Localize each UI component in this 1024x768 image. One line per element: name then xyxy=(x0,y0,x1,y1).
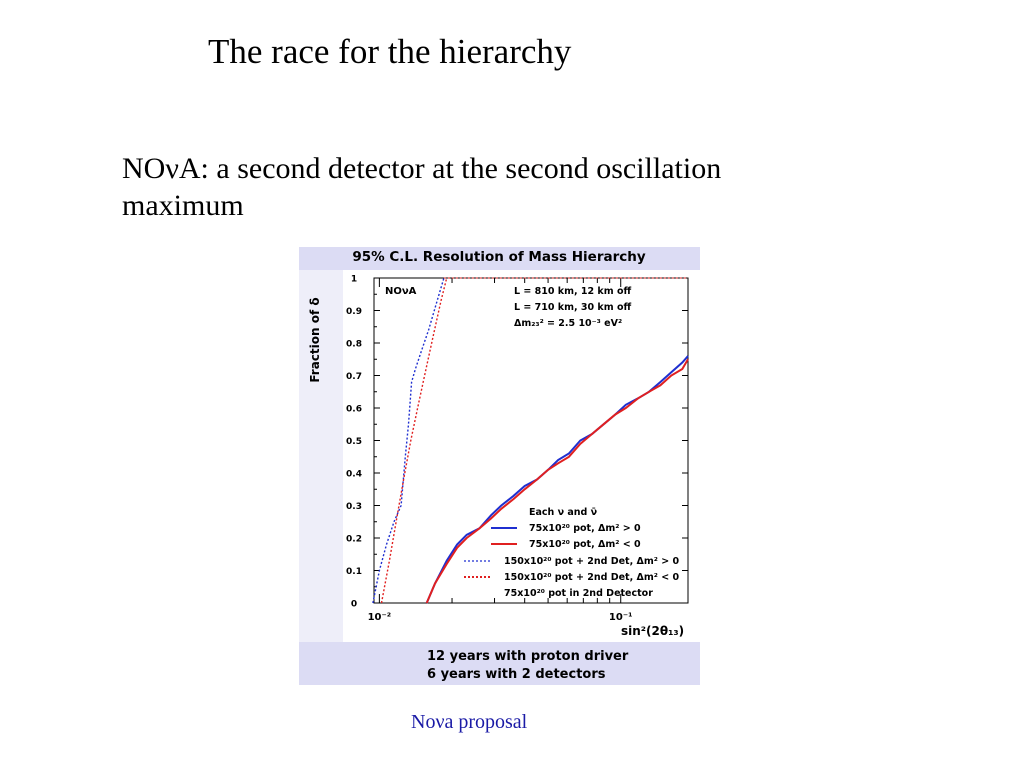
figure-footer-band xyxy=(299,642,700,685)
legend-title: Each ν and ν̄ xyxy=(529,507,598,518)
chart-legend: Each ν and ν̄ 75x10²⁰ pot, Δm² > 0 75x10… xyxy=(464,507,680,599)
series-line-3 xyxy=(372,277,445,604)
y-tick-label: 0.1 xyxy=(346,567,362,577)
y-tick-label: 0.2 xyxy=(346,535,362,545)
x-axis-label: sin²(2θ₁₃) xyxy=(621,624,684,638)
param-line-3: Δm₂₃² = 2.5 10⁻³ eV² xyxy=(514,318,622,329)
y-tick-label: 0.6 xyxy=(346,405,362,415)
series-line-2 xyxy=(425,358,689,604)
y-tick-label: 0.8 xyxy=(346,340,362,350)
y-axis: 0 0.1 0.2 0.3 0.4 0.5 0.6 0.7 0.8 0.9 1 xyxy=(346,275,688,610)
y-tick-label: 0.9 xyxy=(346,307,362,317)
legend-item-4: 150x10²⁰ pot + 2nd Det, Δm² < 0 xyxy=(504,572,680,583)
y-tick-label: 0.4 xyxy=(346,470,362,480)
footer-line-1: 12 years with proton driver xyxy=(427,649,629,664)
x-tick-label: 10⁻² xyxy=(368,612,392,623)
nova-inset-label: NOνA xyxy=(385,286,417,297)
x-tick-label: 10⁻¹ xyxy=(609,612,633,623)
figure-left-band xyxy=(299,270,343,642)
footer-line-2: 6 years with 2 detectors xyxy=(427,667,606,682)
mass-hierarchy-chart: 95% C.L. Resolution of Mass Hierarchy 00… xyxy=(299,247,700,685)
series-layer xyxy=(372,277,689,604)
figure-header-band xyxy=(299,247,700,270)
series-line-4 xyxy=(380,277,448,604)
chart-title: 95% C.L. Resolution of Mass Hierarchy xyxy=(352,249,646,265)
y-tick-label: 0.7 xyxy=(346,372,362,382)
legend-item-3: 150x10²⁰ pot + 2nd Det, Δm² > 0 xyxy=(504,556,680,567)
legend-item-1: 75x10²⁰ pot, Δm² > 0 xyxy=(529,523,641,534)
param-line-2: L = 710 km, 30 km off xyxy=(514,302,631,313)
slide-title: The race for the hierarchy xyxy=(208,32,572,71)
x-axis: 10⁻² 10⁻¹ xyxy=(368,278,633,623)
figure-caption: Noνa proposal xyxy=(411,711,528,733)
param-line-1: L = 810 km, 12 km off xyxy=(514,286,631,297)
slide-subtitle: NOνA: a second detector at the second os… xyxy=(122,152,722,222)
y-tick-label: 0.3 xyxy=(346,502,362,512)
y-tick-label: 0 xyxy=(351,600,357,610)
legend-item-2: 75x10²⁰ pot, Δm² < 0 xyxy=(529,539,641,550)
y-tick-label: 1 xyxy=(351,275,357,285)
legend-item-5: 75x10²⁰ pot in 2nd Detector xyxy=(504,588,653,599)
y-axis-label: Fraction of δ xyxy=(308,297,322,382)
y-tick-label: 0.5 xyxy=(346,437,362,447)
